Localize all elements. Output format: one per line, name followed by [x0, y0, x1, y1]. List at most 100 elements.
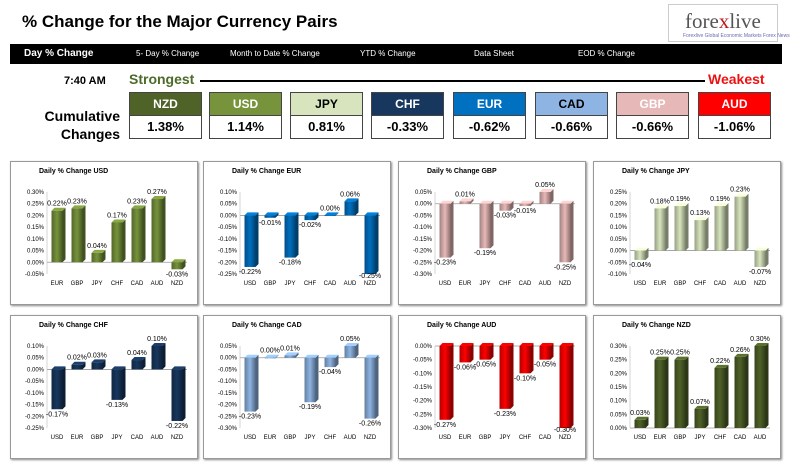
bar-side — [745, 193, 749, 251]
bar-top — [734, 193, 749, 197]
bar-gbp — [674, 359, 686, 428]
data-label: 0.17% — [107, 212, 127, 219]
data-label: -0.26% — [359, 421, 381, 428]
x-tick-label: CHF — [324, 435, 337, 441]
data-label: 0.25% — [650, 350, 670, 357]
strength-arrow-line — [200, 80, 705, 82]
y-tick-label: -0.10% — [25, 391, 45, 397]
currency-card-jpy: JPY 0.81% — [290, 92, 363, 139]
y-tick-label: 0.05% — [610, 237, 628, 243]
bar-top — [634, 247, 649, 251]
data-label: -0.30% — [554, 427, 576, 434]
bar-top — [244, 212, 259, 216]
data-label: 0.30% — [750, 336, 770, 343]
bar-aud — [539, 192, 551, 204]
tab-day-change[interactable]: Day % Change — [24, 48, 94, 59]
x-tick-label: NZD — [171, 281, 184, 287]
bar-side — [570, 200, 574, 263]
data-label: -0.23% — [494, 411, 516, 418]
y-tick-label: 0.15% — [27, 225, 45, 231]
forexlive-logo[interactable]: forexlive Forexlive Global Economic Mark… — [668, 4, 790, 42]
bar-side — [162, 343, 166, 370]
bar-eur — [71, 364, 83, 370]
bar-gbp — [284, 355, 296, 358]
bar-top — [714, 203, 729, 207]
x-tick-label: CAD — [539, 435, 552, 441]
x-tick-label: JPY — [694, 435, 705, 441]
bar-chart-nzd: 0.00% 0.05% 0.10% 0.15% 0.20% 0.25% 0.30% 0.03%… — [610, 336, 770, 441]
bar-side — [375, 354, 379, 419]
currency-code: CAD — [536, 93, 607, 116]
y-tick-label: 0.10% — [27, 237, 45, 243]
bar-top — [284, 212, 299, 216]
tab-month-to-date[interactable]: Month to Date % Change — [230, 49, 320, 58]
bar-usd — [244, 357, 256, 412]
bar-top — [459, 198, 474, 202]
data-label: 0.02% — [67, 355, 87, 362]
bar-nzd — [364, 357, 376, 419]
data-label: 0.19% — [710, 196, 730, 203]
chart-panel-eur: Daily % Change EUR -0.25% -0.20% -0.15% -0.1… — [203, 161, 391, 305]
x-tick-label: AUD — [754, 435, 767, 441]
data-label: 0.03% — [630, 410, 650, 417]
y-tick-label: -0.20% — [218, 403, 238, 409]
chart-panel-gbp: Daily % Change GBP -0.30% -0.25% -0.20% -0.1… — [398, 161, 586, 305]
y-tick-label: 0.00% — [415, 202, 433, 208]
bar-side — [295, 352, 299, 358]
data-label: -0.13% — [106, 402, 128, 409]
y-tick-label: 0.05% — [220, 202, 238, 208]
currency-code: EUR — [454, 93, 525, 116]
x-tick-label: AUD — [151, 435, 164, 441]
chart-title: Daily % Change NZD — [622, 322, 691, 329]
x-tick-label: NZD — [559, 435, 572, 441]
bar-chart-cad: -0.30% -0.25% -0.20% -0.15% -0.10% -0.05% 0.00… — [218, 336, 381, 441]
x-tick-label: CHF — [304, 281, 317, 287]
bar-cad — [131, 208, 143, 263]
y-tick-label: -0.25% — [218, 414, 238, 420]
bar-gbp — [71, 208, 83, 263]
x-tick-label: AUD — [539, 281, 552, 287]
data-label: -0.01% — [514, 208, 536, 215]
bar-top — [559, 200, 574, 204]
bar-eur — [654, 359, 666, 428]
y-tick-label: -0.15% — [218, 249, 238, 255]
x-tick-label: EUR — [51, 281, 64, 287]
y-tick-label: -0.30% — [413, 426, 433, 432]
bar-chart-chf: -0.25% -0.20% -0.15% -0.10% -0.05% 0.00% 0.05%… — [25, 336, 188, 441]
tab-5day-change[interactable]: 5- Day % Change — [136, 49, 200, 58]
x-tick-label: CHF — [714, 435, 727, 441]
chart-panel-chf: Daily % Change CHF -0.25% -0.20% -0.15% -0.1… — [10, 315, 198, 459]
y-tick-label: -0.20% — [413, 399, 433, 405]
data-label: 0.19% — [670, 196, 690, 203]
bar-eur — [459, 201, 471, 204]
bar-side — [450, 200, 454, 258]
y-tick-label: -0.15% — [413, 237, 433, 243]
y-tick-label: 0.00% — [220, 356, 238, 362]
bar-gbp — [479, 346, 491, 360]
bar-side — [725, 203, 729, 251]
bar-top — [151, 196, 166, 200]
currency-card-eur: EUR -0.62% — [453, 92, 526, 139]
bar-side — [570, 343, 574, 428]
currency-code: AUD — [699, 93, 770, 116]
y-tick-label: -0.25% — [413, 260, 433, 266]
bar-top — [519, 200, 534, 204]
bar-aud — [754, 346, 766, 428]
header-bar: % Change for the Major Currency Pairs fo… — [0, 0, 794, 44]
tab-ytd-change[interactable]: YTD % Change — [360, 49, 416, 58]
bar-top — [324, 212, 339, 216]
bar-top — [479, 343, 494, 346]
bar-chf — [304, 215, 316, 221]
bar-top — [714, 364, 729, 368]
bar-side — [745, 353, 749, 428]
x-tick-label: NZD — [559, 281, 572, 287]
tab-data-sheet[interactable]: Data Sheet — [474, 49, 515, 58]
x-tick-label: EUR — [71, 435, 84, 441]
bar-side — [142, 205, 146, 263]
currency-code: JPY — [291, 93, 362, 116]
currency-card-chf: CHF -0.33% — [371, 92, 444, 139]
bar-top — [479, 200, 494, 204]
tab-eod-change[interactable]: EOD % Change — [578, 49, 635, 58]
bar-eur — [264, 357, 276, 359]
x-tick-label: USD — [439, 281, 452, 287]
